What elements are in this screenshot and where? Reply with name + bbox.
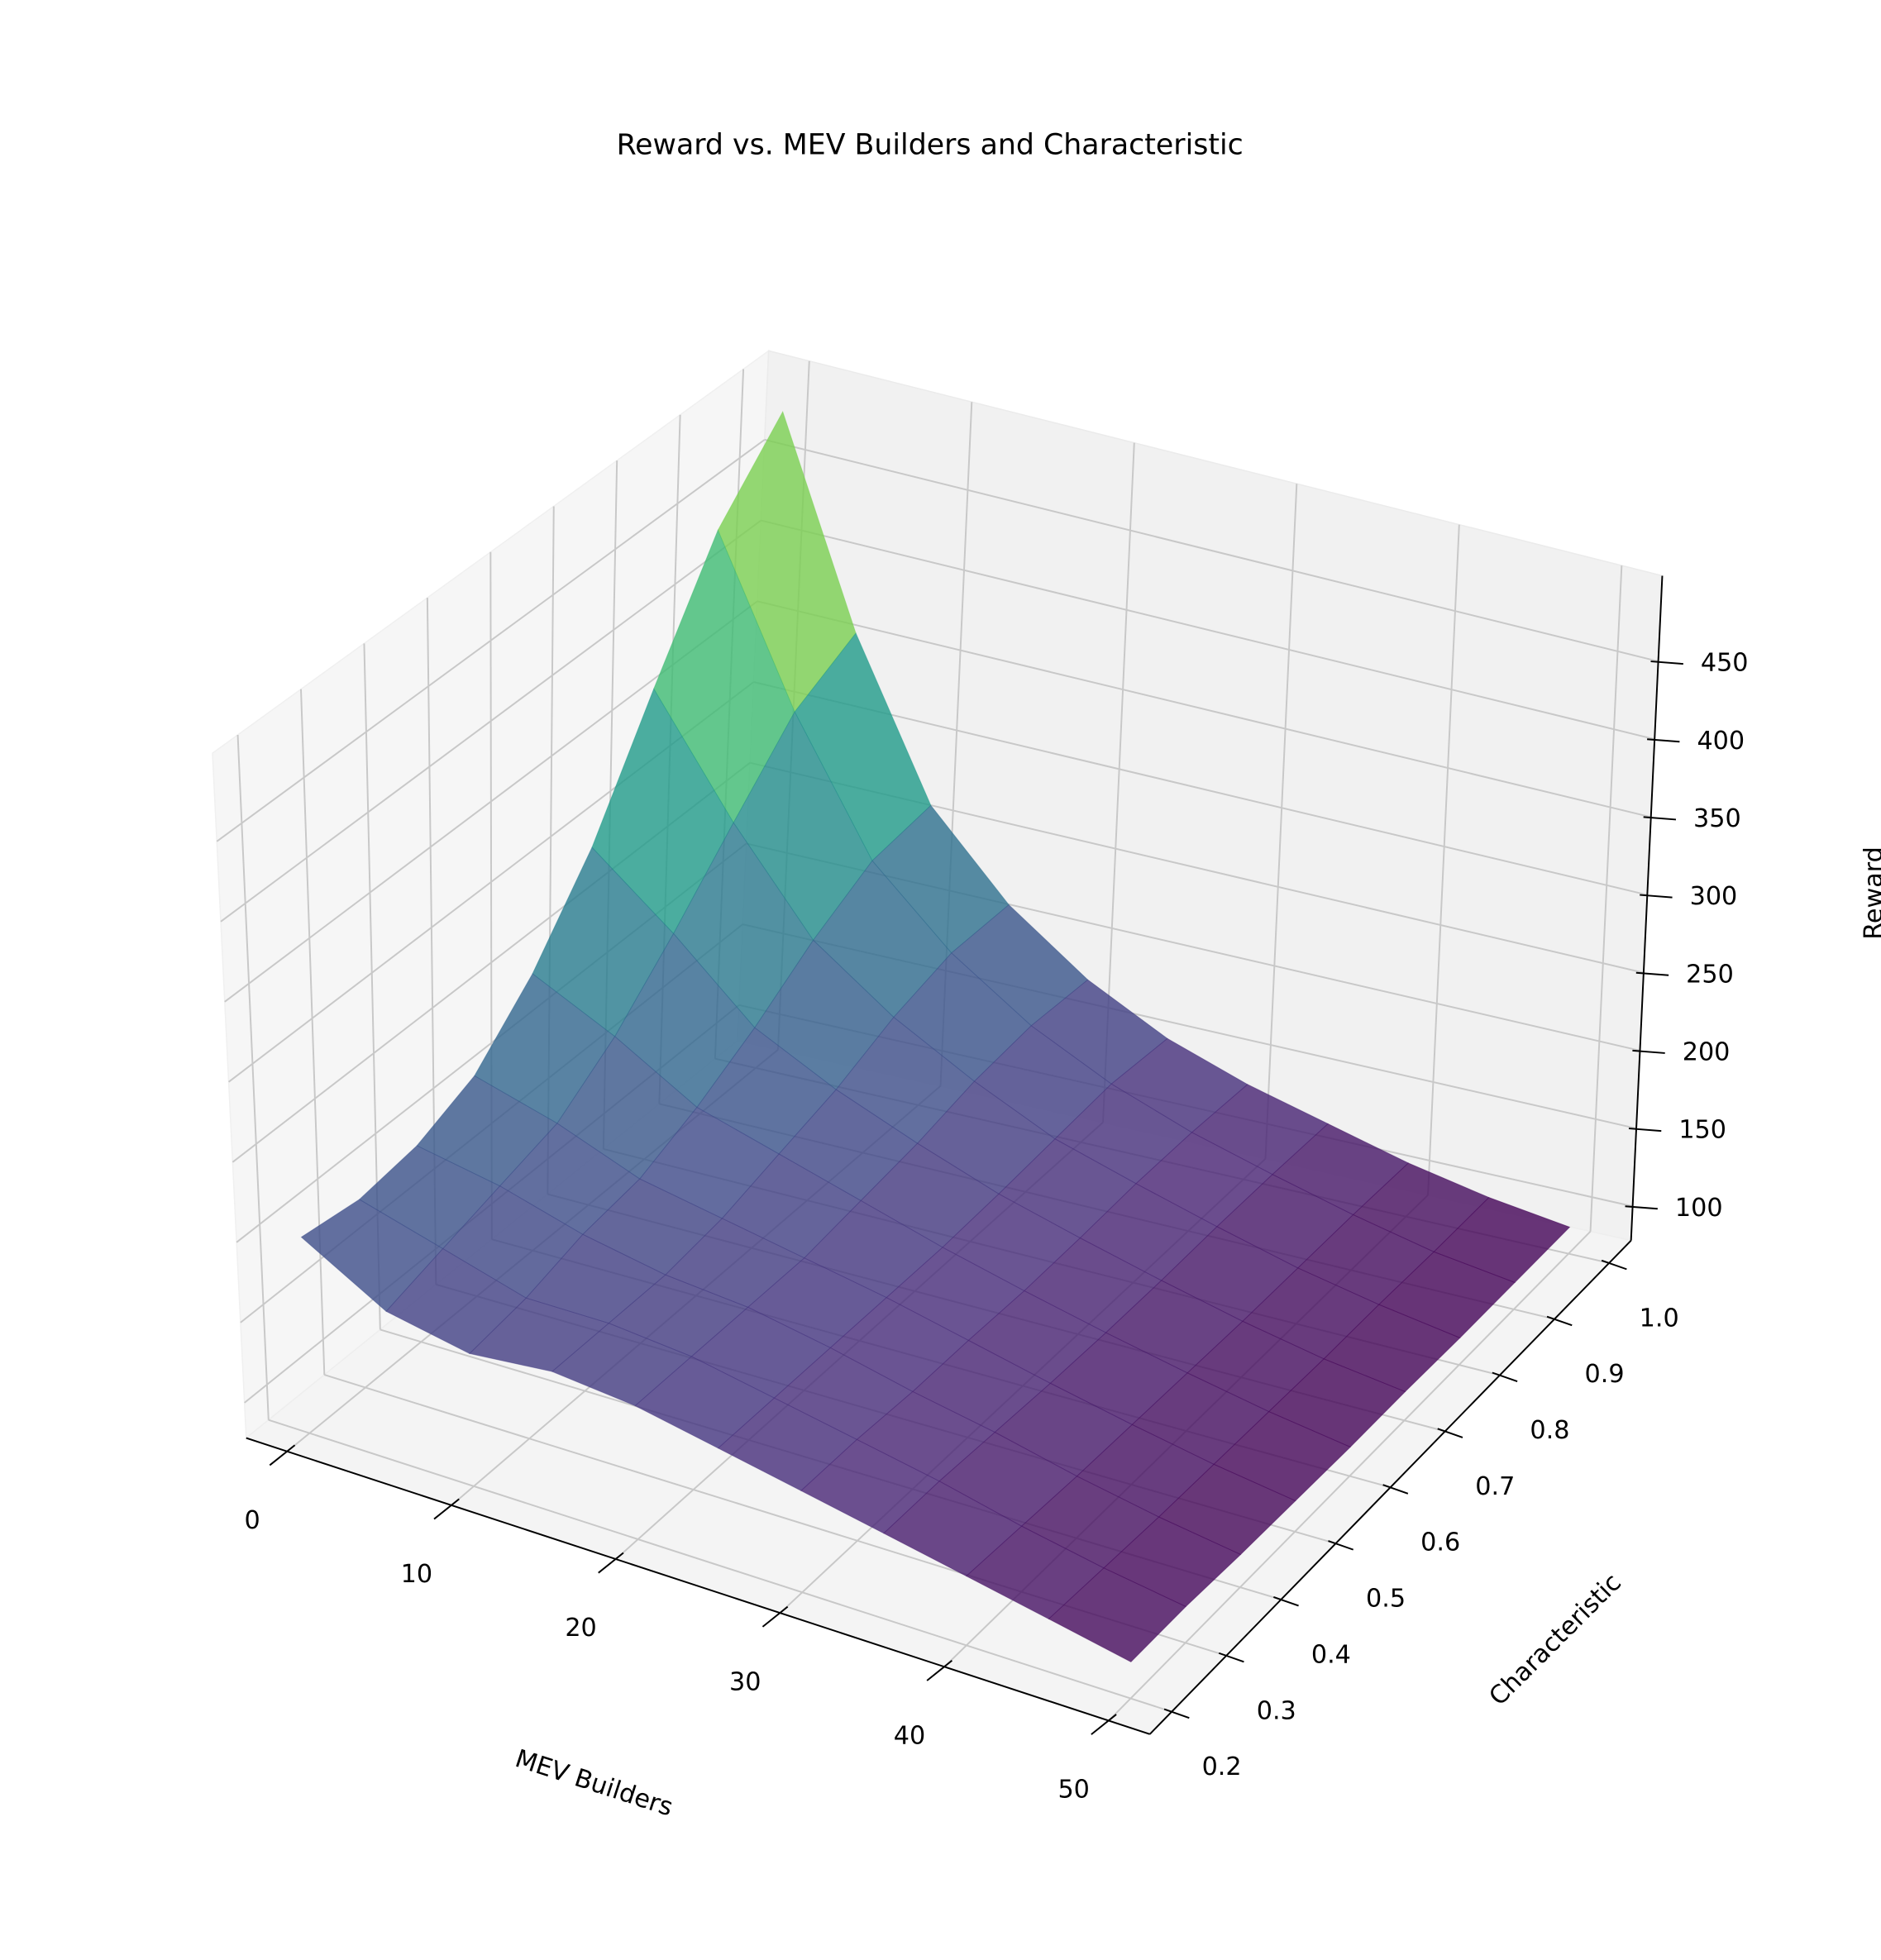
y-tick: [1492, 1371, 1518, 1383]
y-tick: [1601, 1259, 1627, 1271]
z-tick-label: 300: [1690, 882, 1738, 911]
z-tick: [1625, 1205, 1658, 1210]
y-tick: [1437, 1428, 1463, 1438]
z-tick: [1635, 971, 1669, 976]
y-tick-label: 0.6: [1420, 1528, 1460, 1557]
grid-line: [757, 600, 1651, 818]
y-tick-label: 0.3: [1257, 1696, 1296, 1725]
y-tick-label: 0.8: [1530, 1416, 1569, 1445]
x-axis-label: MEV Builders: [512, 1744, 676, 1822]
y-tick-label: 0.4: [1311, 1640, 1351, 1669]
z-tick-label: 100: [1675, 1194, 1723, 1223]
z-tick: [1647, 738, 1680, 743]
x-tick: [433, 1498, 460, 1520]
x-tick-label: 50: [1057, 1776, 1089, 1805]
z-tick-label: 250: [1686, 960, 1734, 989]
y-tick: [1546, 1315, 1573, 1327]
z-tick: [1643, 816, 1677, 821]
grid-line: [220, 519, 761, 923]
x-tick-label: 10: [401, 1560, 432, 1589]
z-axis-label: Reward: [1860, 846, 1881, 940]
y-tick-label: 0.2: [1202, 1753, 1242, 1781]
grid-line: [300, 689, 326, 1376]
z-tick: [1640, 894, 1673, 899]
z-tick-label: 350: [1693, 804, 1741, 833]
surface-patch: [1323, 1304, 1461, 1393]
z-tick-label: 150: [1678, 1116, 1726, 1145]
x-tick-label: 0: [245, 1506, 260, 1535]
grid-line: [1427, 524, 1460, 1195]
chart-title: Reward vs. MEV Builders and Characterist…: [617, 128, 1244, 161]
y-tick-label: 0.9: [1585, 1360, 1625, 1389]
grid-line: [764, 438, 1659, 663]
surface-patch: [1103, 1516, 1242, 1608]
x-tick-label: 30: [729, 1667, 761, 1696]
z-tick: [1628, 1128, 1662, 1133]
y-tick: [1382, 1484, 1409, 1495]
z-tick-label: 200: [1683, 1037, 1731, 1066]
y-tick-label: 0.5: [1366, 1585, 1406, 1614]
grid-line: [268, 1419, 1172, 1713]
grid-line: [1264, 484, 1298, 1159]
y-tick: [1163, 1708, 1190, 1719]
x-tick-label: 40: [894, 1721, 925, 1750]
y-tick: [1218, 1652, 1244, 1663]
x-tick: [1091, 1714, 1117, 1735]
x-tick-label: 20: [565, 1614, 596, 1643]
y-tick-label: 0.7: [1475, 1472, 1515, 1501]
x-tick: [926, 1660, 952, 1681]
grid-line: [761, 519, 1655, 741]
y-tick: [1328, 1540, 1354, 1551]
y-tick: [1273, 1595, 1299, 1607]
z-tick-label: 400: [1697, 727, 1745, 756]
z-tick-label: 450: [1701, 649, 1749, 678]
grid-line: [236, 734, 270, 1420]
grid-line: [1589, 565, 1623, 1232]
x-tick: [269, 1444, 296, 1466]
z-tick: [1650, 660, 1683, 665]
grid-line: [216, 439, 766, 842]
surface-patch: [1048, 1567, 1187, 1662]
y-tick-label: 1.0: [1640, 1304, 1679, 1333]
z-tick: [1632, 1049, 1665, 1054]
grid-line: [753, 681, 1648, 896]
x-tick: [761, 1605, 789, 1628]
y-axis-label: Characteristic: [1484, 1568, 1627, 1711]
x-axis-line: [246, 1437, 1151, 1735]
x-tick: [598, 1552, 624, 1574]
